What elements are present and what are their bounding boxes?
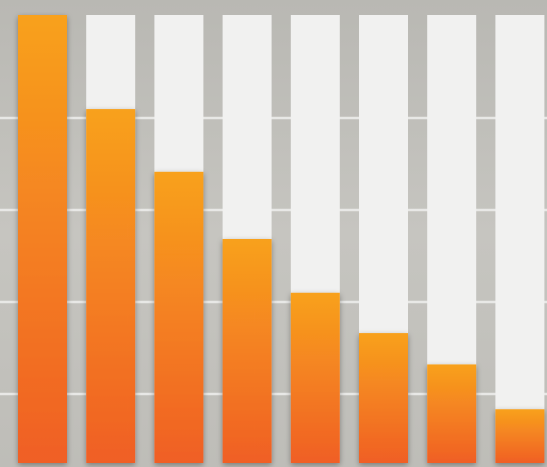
bar-3 — [154, 171, 204, 464]
bar-1 — [18, 15, 67, 463]
bar-7 — [427, 364, 477, 463]
bar-8 — [495, 409, 545, 463]
bar-6 — [359, 333, 408, 463]
bars — [18, 15, 545, 464]
bar-5 — [290, 292, 340, 463]
bar-track — [495, 15, 545, 463]
bar-4 — [222, 239, 272, 463]
bar-2 — [86, 109, 136, 463]
